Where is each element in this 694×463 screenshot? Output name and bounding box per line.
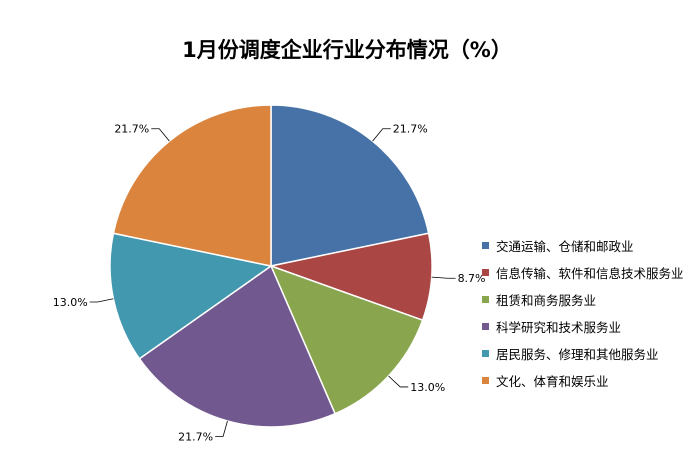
legend-label: 租赁和商务服务业 (496, 293, 597, 308)
data-label: 13.0% (53, 296, 88, 309)
legend-swatch (482, 323, 489, 330)
pie-slice (269, 264, 424, 415)
legend: 交通运输、仓储和邮政业信息传输、软件和信息技术服务业 租赁和商务服务业科学研究和技… (482, 232, 684, 394)
pie-slice (109, 232, 273, 360)
leader-line (215, 420, 228, 437)
legend-item: 科学研究和技术服务业 (482, 313, 684, 340)
leader-line (89, 298, 114, 303)
legend-item: 信息传输、软件和信息技术服务业 (482, 259, 684, 286)
data-label: 8.7% (458, 272, 486, 285)
legend-item: 文化、体育和娱乐业 (482, 367, 684, 394)
legend-swatch (482, 377, 489, 384)
legend-swatch (482, 296, 489, 303)
chart-title: 1月份调度企业行业分布情况（%） (182, 38, 512, 62)
pie-slice (112, 104, 272, 267)
data-label: 21.7% (114, 123, 149, 136)
pie-slice (268, 232, 433, 322)
legend-item: 交通运输、仓储和邮政业 (482, 232, 684, 259)
legend-item: 居民服务、修理和其他服务业 (482, 340, 684, 367)
pie-slice (270, 104, 430, 267)
legend-swatch (482, 242, 489, 249)
legend-item: 租赁和商务服务业 (482, 286, 684, 313)
leader-line (431, 276, 456, 279)
leader-line (372, 128, 391, 142)
legend-label: 信息传输、软件和信息技术服务业 (496, 266, 684, 281)
legend-swatch (482, 269, 489, 276)
data-label: 21.7% (393, 123, 428, 136)
legend-label: 文化、体育和娱乐业 (496, 374, 609, 389)
leader-line (388, 375, 409, 388)
legend-label: 居民服务、修理和其他服务业 (496, 347, 659, 362)
data-label: 21.7% (178, 430, 213, 443)
legend-swatch (482, 350, 489, 357)
leader-line (151, 128, 170, 142)
data-label: 13.0% (410, 381, 445, 394)
legend-label: 科学研究和技术服务业 (496, 320, 622, 335)
legend-label: 交通运输、仓储和邮政业 (496, 239, 634, 254)
pie-slice (138, 264, 337, 428)
